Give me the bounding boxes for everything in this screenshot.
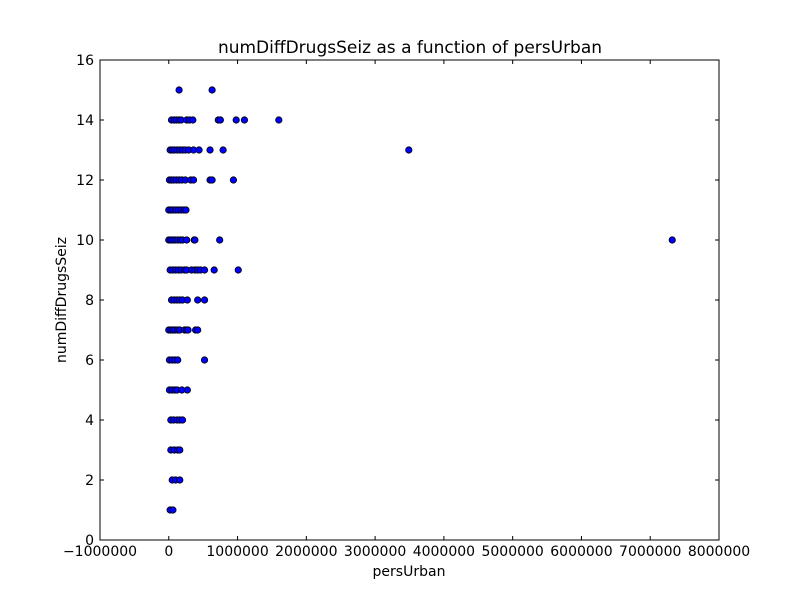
data-point xyxy=(183,386,191,394)
data-point xyxy=(189,176,198,184)
data-point xyxy=(668,236,676,244)
y-tick-label: 8 xyxy=(85,293,94,309)
y-tick-label: 4 xyxy=(85,413,94,429)
chart-title: numDiffDrugsSeiz as a function of persUr… xyxy=(218,38,602,58)
data-point xyxy=(219,146,227,154)
x-tick-label: 7000000 xyxy=(619,544,681,560)
data-point xyxy=(229,176,238,184)
y-tick-label: 16 xyxy=(76,53,94,69)
data-point xyxy=(184,326,192,334)
data-point xyxy=(169,506,177,514)
x-tick-label: 4000000 xyxy=(413,544,475,560)
x-tick-label: 3000000 xyxy=(344,544,406,560)
data-point xyxy=(216,236,224,244)
y-tick-label: 12 xyxy=(76,173,94,189)
x-tick-label: 6000000 xyxy=(550,544,612,560)
data-point xyxy=(275,116,283,124)
data-point xyxy=(191,236,199,244)
data-point xyxy=(234,266,242,274)
data-point xyxy=(178,416,187,424)
data-point xyxy=(210,266,218,274)
data-point xyxy=(208,86,216,94)
data-point xyxy=(182,206,190,214)
data-point xyxy=(405,146,413,154)
data-point xyxy=(176,446,184,454)
data-point xyxy=(195,146,203,154)
data-point xyxy=(216,116,224,124)
y-tick-label: 2 xyxy=(85,473,94,489)
y-axis-title: numDiffDrugsSeiz xyxy=(54,237,70,363)
y-tick-label: 14 xyxy=(76,113,94,129)
data-point xyxy=(183,296,191,304)
y-tick-label: 0 xyxy=(85,533,94,549)
data-point xyxy=(208,176,216,184)
data-point xyxy=(194,326,202,334)
data-point xyxy=(240,116,249,124)
data-point xyxy=(206,146,214,154)
data-point xyxy=(183,236,191,244)
data-point xyxy=(174,356,182,364)
x-tick-label: 8000000 xyxy=(688,544,750,560)
data-point xyxy=(200,356,209,364)
data-point xyxy=(232,116,240,124)
data-point xyxy=(175,86,183,94)
data-point xyxy=(194,296,202,304)
x-tick-label: 1000000 xyxy=(206,544,268,560)
x-tick-label: −1000000 xyxy=(63,544,137,560)
plot-area: −1000000 0 1000000 2000000 3000000 4000000 500… xyxy=(63,53,750,560)
data-point xyxy=(189,116,197,124)
x-tick-label: 2000000 xyxy=(275,544,337,560)
data-point xyxy=(176,476,184,484)
y-tick-label: 6 xyxy=(85,353,94,369)
y-tick-label: 10 xyxy=(76,233,94,249)
x-axis-title: persUrban xyxy=(373,564,446,580)
x-tick-label: 0 xyxy=(164,544,173,560)
data-point xyxy=(200,266,209,274)
x-tick-label: 5000000 xyxy=(481,544,543,560)
data-point xyxy=(200,296,209,304)
